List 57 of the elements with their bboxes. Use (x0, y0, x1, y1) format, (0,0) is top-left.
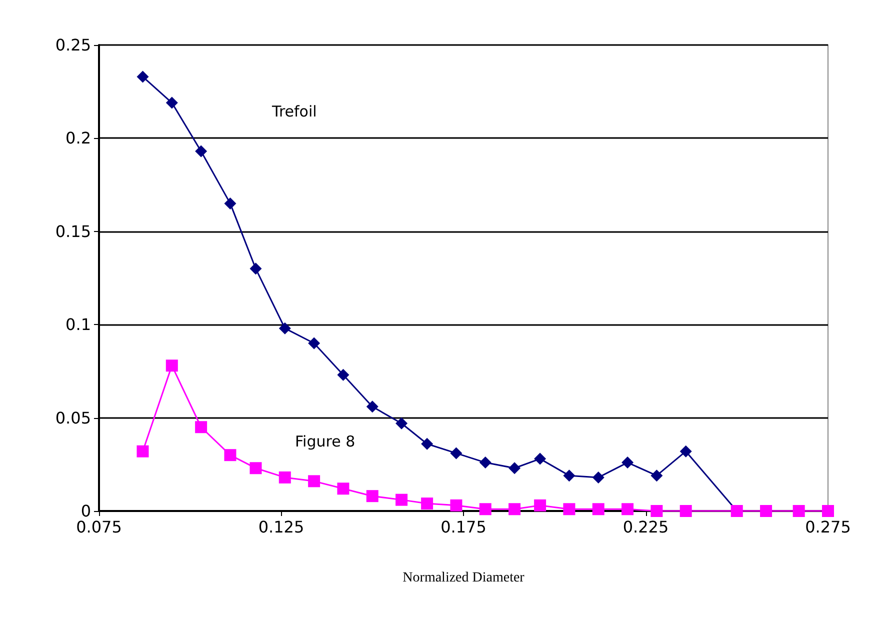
point (650, 470, 663, 482)
point (592, 503, 604, 516)
point (534, 499, 546, 512)
point (792, 505, 805, 517)
point (534, 452, 546, 465)
point (250, 462, 262, 474)
x-tick-label: 0.125 (258, 518, 304, 536)
x-tick-label: 0.175 (440, 518, 486, 536)
annotation: Figure 8 (295, 432, 356, 450)
point (366, 490, 378, 502)
point (680, 505, 692, 517)
point (680, 445, 692, 458)
point (195, 145, 208, 158)
point (450, 499, 462, 512)
point (650, 505, 663, 517)
point (421, 498, 434, 510)
point (479, 503, 492, 516)
point (278, 322, 291, 334)
point (822, 505, 834, 517)
point (508, 503, 521, 516)
point (563, 503, 576, 516)
point (136, 445, 149, 458)
y-tick-label: 0.05 (55, 408, 91, 428)
point (308, 475, 320, 488)
point (563, 470, 576, 482)
point (366, 400, 378, 413)
point (195, 421, 208, 434)
x-axis-title: Normalized Diameter (402, 570, 525, 586)
point (622, 503, 634, 516)
annotation: Trefoil (271, 102, 317, 120)
point (224, 449, 236, 462)
point (508, 462, 521, 474)
point (592, 471, 604, 484)
point (479, 456, 492, 469)
y-tick-label: 0.1 (66, 315, 91, 334)
point (166, 96, 178, 109)
point (396, 494, 408, 506)
y-tick-label: 0.25 (55, 36, 91, 54)
x-tick-label: 0.225 (622, 518, 669, 536)
point (166, 360, 178, 372)
point (250, 262, 262, 275)
point (760, 505, 772, 517)
point (622, 456, 634, 469)
point (421, 438, 434, 450)
point (337, 368, 350, 381)
x-tick-label: 0.275 (805, 518, 851, 536)
point (136, 70, 149, 83)
point (308, 337, 320, 350)
point (396, 417, 408, 430)
point (450, 447, 462, 460)
y-tick-label: 0.2 (66, 128, 91, 148)
y-tick-label: 0 (80, 502, 91, 520)
point (278, 471, 291, 484)
point (337, 482, 350, 495)
x-tick-label: 0.075 (76, 518, 122, 536)
y-tick-label: 0.15 (55, 222, 91, 241)
point (224, 197, 236, 210)
